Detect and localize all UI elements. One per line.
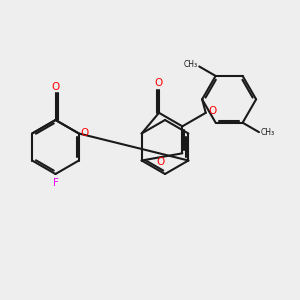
Text: O: O — [80, 128, 88, 139]
Text: O: O — [155, 78, 163, 88]
Text: CH₃: CH₃ — [260, 128, 274, 136]
Text: CH₃: CH₃ — [184, 61, 198, 70]
Text: O: O — [208, 106, 216, 116]
Text: F: F — [52, 178, 59, 188]
Text: O: O — [156, 157, 165, 167]
Text: O: O — [51, 82, 60, 92]
